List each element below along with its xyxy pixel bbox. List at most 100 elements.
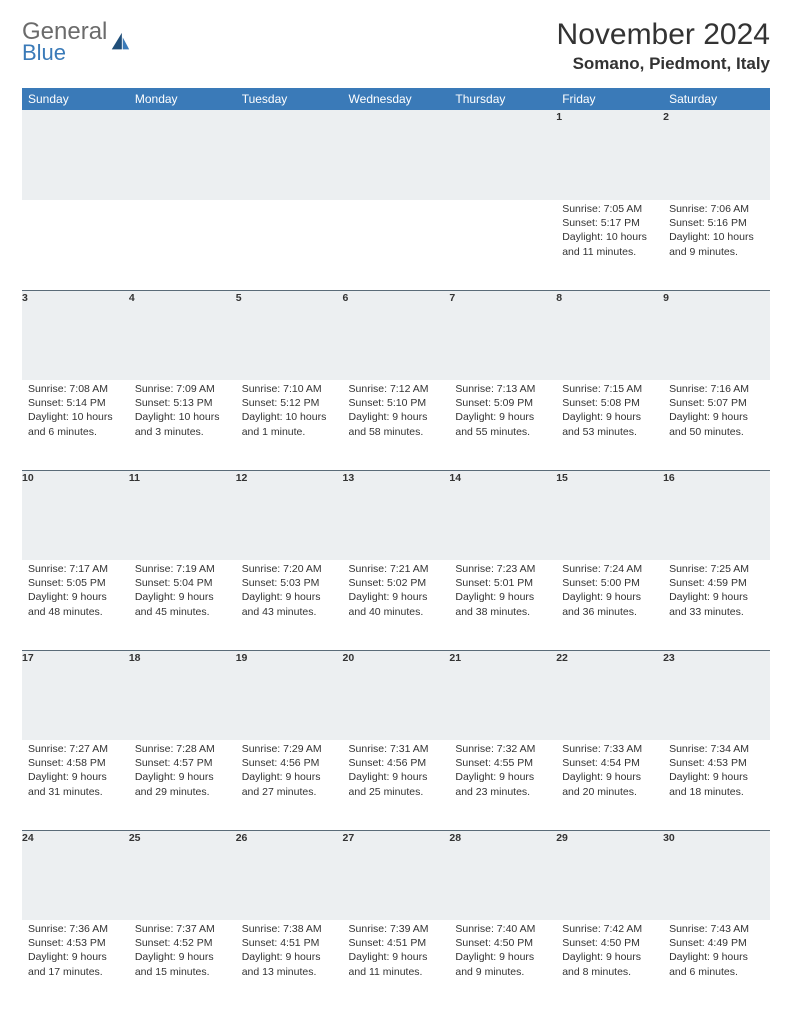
weekday-header: Thursday xyxy=(449,88,556,110)
sunset-text: Sunset: 4:58 PM xyxy=(28,756,123,770)
daylight-text: Daylight: 9 hours and 29 minutes. xyxy=(135,770,230,798)
daylight-text: Daylight: 9 hours and 45 minutes. xyxy=(135,590,230,618)
day-cell: Sunrise: 7:36 AMSunset: 4:53 PMDaylight:… xyxy=(22,920,129,1010)
sunrise-text: Sunrise: 7:06 AM xyxy=(669,202,764,216)
sunrise-text: Sunrise: 7:12 AM xyxy=(349,382,444,396)
day-number: 21 xyxy=(449,650,556,740)
sunrise-text: Sunrise: 7:20 AM xyxy=(242,562,337,576)
day-cell: Sunrise: 7:37 AMSunset: 4:52 PMDaylight:… xyxy=(129,920,236,1010)
daylight-text: Daylight: 9 hours and 43 minutes. xyxy=(242,590,337,618)
day-cell: Sunrise: 7:15 AMSunset: 5:08 PMDaylight:… xyxy=(556,380,663,470)
day-cell: Sunrise: 7:33 AMSunset: 4:54 PMDaylight:… xyxy=(556,740,663,830)
sunset-text: Sunset: 5:13 PM xyxy=(135,396,230,410)
sunrise-text: Sunrise: 7:27 AM xyxy=(28,742,123,756)
daylight-text: Daylight: 10 hours and 11 minutes. xyxy=(562,230,657,258)
day-number: 18 xyxy=(129,650,236,740)
sunset-text: Sunset: 5:14 PM xyxy=(28,396,123,410)
day-number xyxy=(449,110,556,200)
day-cell: Sunrise: 7:34 AMSunset: 4:53 PMDaylight:… xyxy=(663,740,770,830)
day-content-row: Sunrise: 7:08 AMSunset: 5:14 PMDaylight:… xyxy=(22,380,770,470)
sunset-text: Sunset: 5:03 PM xyxy=(242,576,337,590)
daylight-text: Daylight: 10 hours and 1 minute. xyxy=(242,410,337,438)
sunrise-text: Sunrise: 7:32 AM xyxy=(455,742,550,756)
daynum-row: 24252627282930 xyxy=(22,830,770,920)
sunset-text: Sunset: 5:09 PM xyxy=(455,396,550,410)
sunset-text: Sunset: 4:50 PM xyxy=(562,936,657,950)
daylight-text: Daylight: 9 hours and 55 minutes. xyxy=(455,410,550,438)
day-content-row: Sunrise: 7:05 AMSunset: 5:17 PMDaylight:… xyxy=(22,200,770,290)
sunset-text: Sunset: 4:51 PM xyxy=(242,936,337,950)
daylight-text: Daylight: 9 hours and 50 minutes. xyxy=(669,410,764,438)
brand-sail-icon xyxy=(109,31,131,53)
daynum-row: 12 xyxy=(22,110,770,200)
day-cell: Sunrise: 7:08 AMSunset: 5:14 PMDaylight:… xyxy=(22,380,129,470)
day-number: 29 xyxy=(556,830,663,920)
day-number: 9 xyxy=(663,290,770,380)
daylight-text: Daylight: 9 hours and 8 minutes. xyxy=(562,950,657,978)
sunset-text: Sunset: 4:49 PM xyxy=(669,936,764,950)
sunrise-text: Sunrise: 7:09 AM xyxy=(135,382,230,396)
sunrise-text: Sunrise: 7:05 AM xyxy=(562,202,657,216)
daylight-text: Daylight: 9 hours and 11 minutes. xyxy=(349,950,444,978)
day-number: 4 xyxy=(129,290,236,380)
sunrise-text: Sunrise: 7:31 AM xyxy=(349,742,444,756)
sunset-text: Sunset: 5:10 PM xyxy=(349,396,444,410)
day-content-row: Sunrise: 7:36 AMSunset: 4:53 PMDaylight:… xyxy=(22,920,770,1010)
day-number: 25 xyxy=(129,830,236,920)
sunrise-text: Sunrise: 7:38 AM xyxy=(242,922,337,936)
day-cell: Sunrise: 7:17 AMSunset: 5:05 PMDaylight:… xyxy=(22,560,129,650)
day-cell: Sunrise: 7:21 AMSunset: 5:02 PMDaylight:… xyxy=(343,560,450,650)
sunset-text: Sunset: 5:00 PM xyxy=(562,576,657,590)
sunset-text: Sunset: 5:02 PM xyxy=(349,576,444,590)
daylight-text: Daylight: 9 hours and 18 minutes. xyxy=(669,770,764,798)
day-number: 26 xyxy=(236,830,343,920)
daylight-text: Daylight: 9 hours and 9 minutes. xyxy=(455,950,550,978)
day-cell xyxy=(449,200,556,290)
sunset-text: Sunset: 5:05 PM xyxy=(28,576,123,590)
sunrise-text: Sunrise: 7:34 AM xyxy=(669,742,764,756)
daylight-text: Daylight: 9 hours and 33 minutes. xyxy=(669,590,764,618)
month-title: November 2024 xyxy=(557,18,770,52)
day-number: 14 xyxy=(449,470,556,560)
daylight-text: Daylight: 9 hours and 53 minutes. xyxy=(562,410,657,438)
sunrise-text: Sunrise: 7:15 AM xyxy=(562,382,657,396)
sunrise-text: Sunrise: 7:33 AM xyxy=(562,742,657,756)
daynum-row: 17181920212223 xyxy=(22,650,770,740)
sunset-text: Sunset: 5:12 PM xyxy=(242,396,337,410)
day-number: 30 xyxy=(663,830,770,920)
day-cell: Sunrise: 7:29 AMSunset: 4:56 PMDaylight:… xyxy=(236,740,343,830)
daylight-text: Daylight: 9 hours and 58 minutes. xyxy=(349,410,444,438)
day-number xyxy=(129,110,236,200)
day-number: 10 xyxy=(22,470,129,560)
sunrise-text: Sunrise: 7:17 AM xyxy=(28,562,123,576)
day-cell: Sunrise: 7:32 AMSunset: 4:55 PMDaylight:… xyxy=(449,740,556,830)
sunset-text: Sunset: 4:50 PM xyxy=(455,936,550,950)
day-number xyxy=(22,110,129,200)
day-cell: Sunrise: 7:10 AMSunset: 5:12 PMDaylight:… xyxy=(236,380,343,470)
sunset-text: Sunset: 5:17 PM xyxy=(562,216,657,230)
daylight-text: Daylight: 10 hours and 6 minutes. xyxy=(28,410,123,438)
day-cell: Sunrise: 7:16 AMSunset: 5:07 PMDaylight:… xyxy=(663,380,770,470)
sunset-text: Sunset: 5:07 PM xyxy=(669,396,764,410)
day-number: 28 xyxy=(449,830,556,920)
day-cell: Sunrise: 7:13 AMSunset: 5:09 PMDaylight:… xyxy=(449,380,556,470)
daylight-text: Daylight: 9 hours and 48 minutes. xyxy=(28,590,123,618)
day-number xyxy=(236,110,343,200)
sunrise-text: Sunrise: 7:29 AM xyxy=(242,742,337,756)
sunset-text: Sunset: 5:16 PM xyxy=(669,216,764,230)
weekday-header: Wednesday xyxy=(343,88,450,110)
day-content-row: Sunrise: 7:27 AMSunset: 4:58 PM Daylight:… xyxy=(22,740,770,830)
day-number: 23 xyxy=(663,650,770,740)
day-cell: Sunrise: 7:27 AMSunset: 4:58 PMDaylight:… xyxy=(22,740,129,830)
calendar-table: SundayMondayTuesdayWednesdayThursdayFrid… xyxy=(22,88,770,1010)
location-subtitle: Somano, Piedmont, Italy xyxy=(557,54,770,74)
day-number: 22 xyxy=(556,650,663,740)
day-cell xyxy=(22,200,129,290)
daylight-text: Daylight: 10 hours and 3 minutes. xyxy=(135,410,230,438)
sunset-text: Sunset: 5:04 PM xyxy=(135,576,230,590)
sunrise-text: Sunrise: 7:10 AM xyxy=(242,382,337,396)
day-cell: Sunrise: 7:31 AMSunset: 4:56 PMDaylight:… xyxy=(343,740,450,830)
day-cell: Sunrise: 7:38 AMSunset: 4:51 PMDaylight:… xyxy=(236,920,343,1010)
day-number: 15 xyxy=(556,470,663,560)
sunrise-text: Sunrise: 7:24 AM xyxy=(562,562,657,576)
